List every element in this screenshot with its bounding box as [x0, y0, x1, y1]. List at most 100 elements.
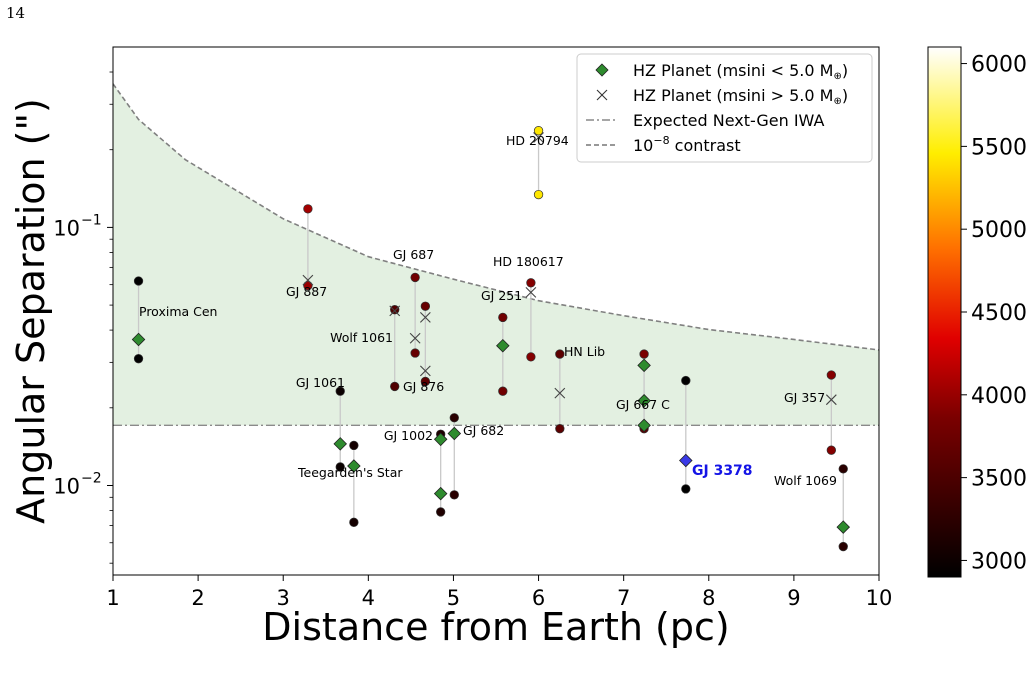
hz-inner-point: [436, 507, 446, 517]
y-tick-exponent: −2: [81, 470, 102, 486]
colorbar-tick-label: 4500: [971, 301, 1026, 326]
planet-x-marker: [825, 394, 837, 406]
hz-inner-point: [410, 348, 420, 358]
colorbar-tick-label: 5500: [971, 135, 1026, 160]
legend-box: [576, 53, 873, 163]
hz-inner-point: [533, 189, 544, 200]
planet-x-marker: [525, 287, 537, 298]
y-tick-label: 10: [53, 216, 80, 240]
star-system: [347, 440, 361, 527]
star-label: GJ 3378: [692, 463, 753, 479]
planet-diamond-marker: [447, 426, 462, 441]
star-system: [836, 464, 851, 552]
colorbar-tick-label: 3500: [971, 467, 1026, 492]
star-system: [637, 349, 651, 434]
star-label: GJ 887: [286, 284, 327, 299]
star-label: HN Lib: [564, 344, 605, 359]
x-tick-label: 7: [617, 586, 630, 610]
hz-outer-point: [420, 301, 431, 311]
highlight-planet-marker: [679, 453, 693, 468]
star-label: Wolf 1061: [330, 330, 393, 345]
hz-outer-point: [349, 440, 359, 451]
star-system: [333, 386, 348, 472]
star-label: GJ 667 C: [616, 397, 670, 412]
star-label: GJ 876: [403, 379, 444, 394]
hz-outer-point: [335, 386, 345, 396]
x-tick-label: 10: [866, 586, 893, 610]
hz-inner-point: [498, 386, 508, 396]
hz-inner-point: [420, 376, 431, 387]
colorbar-tick-label: 5000: [971, 218, 1026, 243]
x-tick-label: 2: [191, 586, 204, 610]
planet-x-marker: [419, 365, 431, 377]
hz-inner-point: [349, 517, 359, 527]
hz-inner-point: [555, 424, 565, 434]
planet-diamond-marker: [637, 393, 651, 408]
planet-diamond-marker: [836, 520, 851, 534]
star-label: Wolf 1069: [774, 473, 837, 488]
planet-diamond-marker: [347, 459, 361, 473]
x-tick-label: 5: [447, 586, 460, 610]
planet-x-marker: [533, 132, 544, 143]
star-system: [533, 126, 544, 200]
star-system: [525, 278, 537, 362]
x-tick-label: 1: [106, 586, 119, 610]
planet-x-marker: [554, 387, 566, 399]
planet-diamond-marker: [637, 418, 651, 433]
hz-outer-point: [838, 464, 848, 474]
habitable-detectable-region: [113, 83, 879, 426]
hz-inner-point: [526, 352, 536, 362]
legend-label: HZ Planet (msini > 5.0 M⊕): [633, 86, 848, 107]
legend-label: Expected Next-Gen IWA: [633, 111, 825, 130]
colorbar: [927, 46, 962, 578]
page-number: 14: [6, 4, 26, 22]
star-system: [389, 305, 401, 392]
plot-frame: [112, 46, 880, 576]
hz-inner-point: [335, 462, 345, 472]
star-label: Teegarden's Star: [297, 465, 403, 480]
star-system: [433, 429, 448, 517]
star-system: [825, 370, 837, 455]
hz-outer-point: [410, 272, 420, 283]
y-tick-label: 10: [53, 474, 80, 498]
star-label: GJ 357: [784, 390, 825, 405]
x-tick-label: 3: [277, 586, 290, 610]
star-system: [302, 204, 314, 291]
x-axis-label: Distance from Earth (pc): [262, 605, 729, 649]
hz-inner-point: [390, 381, 400, 392]
star-system: [447, 413, 462, 500]
star-label: GJ 1061: [296, 375, 345, 390]
hz-outer-point: [826, 370, 836, 380]
hz-outer-point: [449, 413, 459, 423]
star-label: HD 180617: [493, 254, 564, 269]
colorbar-tick-label: 6000: [971, 53, 1026, 78]
legend-entry: HZ Planet (msini > 5.0 M⊕): [596, 86, 848, 107]
planet-x-marker: [302, 274, 314, 286]
star-system: [131, 276, 146, 364]
hz-inner-point: [133, 354, 144, 364]
colorbar-tick-label: 3000: [971, 549, 1026, 574]
hz-outer-point: [526, 278, 536, 288]
planet-diamond-marker: [496, 338, 510, 353]
star-system: [679, 375, 693, 494]
hz-inner-point: [303, 280, 313, 291]
hz-outer-point: [390, 305, 400, 315]
star-system: [409, 272, 421, 358]
y-axis-label: Angular Separation ("): [9, 98, 53, 524]
planet-x-marker: [389, 305, 401, 317]
star-label: GJ 682: [463, 423, 504, 438]
legend-entry: HZ Planet (msini < 5.0 M⊕): [595, 61, 848, 82]
hz-outer-point: [303, 204, 313, 214]
legend-label: HZ Planet (msini < 5.0 M⊕): [633, 61, 848, 82]
x-tick-label: 4: [362, 586, 375, 610]
legend-diamond-icon: [595, 63, 609, 77]
colorbar-tick-label: 4000: [971, 384, 1026, 409]
star-label: Proxima Cen: [139, 304, 217, 319]
hz-outer-point: [533, 126, 544, 136]
hz-inner-point: [826, 445, 836, 455]
planet-diamond-marker: [433, 432, 448, 447]
star-system: [554, 349, 566, 434]
star-label: GJ 251: [481, 288, 522, 303]
star-system: [496, 312, 510, 396]
